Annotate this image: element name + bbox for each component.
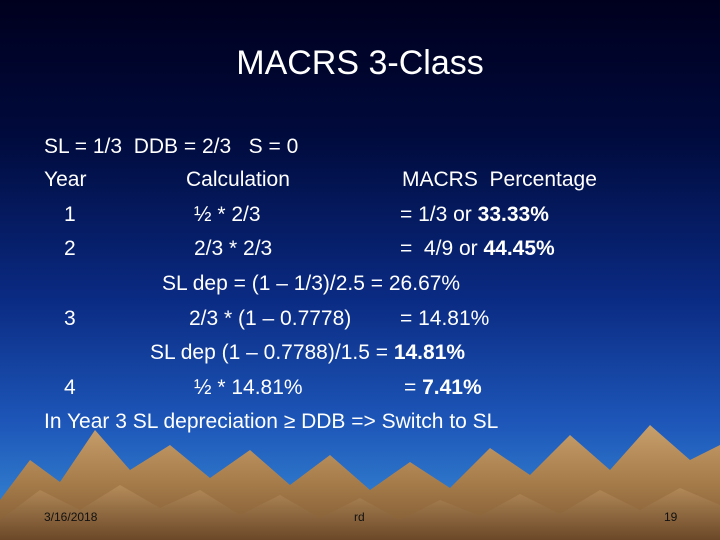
header-calculation: Calculation (186, 168, 290, 191)
row1-result-value: 33.33% (477, 203, 549, 226)
row2-result-prefix: = 4/9 or (400, 237, 484, 260)
footer-page-number: 19 (664, 510, 678, 524)
row2-calc: 2/3 * 2/3 (194, 237, 273, 260)
sl-dep-line-2-text: SL dep (1 – 0.7788)/1.5 = (150, 341, 394, 364)
row2-result-value: 44.45% (483, 237, 555, 260)
row4-result-value: 7.41% (422, 376, 482, 399)
row4-year: 4 (64, 376, 76, 399)
row1-calc: ½ * 2/3 (194, 203, 261, 226)
row4-result-prefix: = (404, 376, 423, 399)
row1-result-prefix: = 1/3 or (400, 203, 478, 226)
row4-calc: ½ * 14.81% (194, 376, 303, 399)
row1-result: = 1/3 or 33.33% (400, 203, 549, 227)
params-line: SL = 1/3 DDB = 2/3 S = 0 (44, 135, 299, 158)
row2-year: 2 (64, 237, 76, 260)
sl-dep-line: SL dep = (1 – 1/3)/2.5 = 26.67% (162, 272, 461, 295)
slide-title: MACRS 3-Class (236, 44, 484, 82)
header-macrs-percentage: MACRS Percentage (402, 168, 597, 191)
row3-year: 3 (64, 307, 76, 330)
header-year: Year (44, 168, 87, 191)
mountain-background (0, 425, 720, 540)
footer-author: rd (354, 510, 365, 524)
row3-calc: 2/3 * (1 – 0.7778) (189, 307, 352, 330)
sl-dep-line-2-value: 14.81% (393, 341, 466, 364)
row1-year: 1 (64, 203, 76, 226)
sl-dep-line-2: SL dep (1 – 0.7788)/1.5 = 14.81% (150, 341, 465, 365)
conclusion-line: In Year 3 SL depreciation ≥ DDB => Switc… (44, 410, 499, 433)
row2-result: = 4/9 or 44.45% (400, 237, 555, 261)
row3-result: = 14.81% (400, 307, 490, 330)
row4-result: = 7.41% (404, 376, 482, 400)
footer-date: 3/16/2018 (44, 510, 98, 524)
